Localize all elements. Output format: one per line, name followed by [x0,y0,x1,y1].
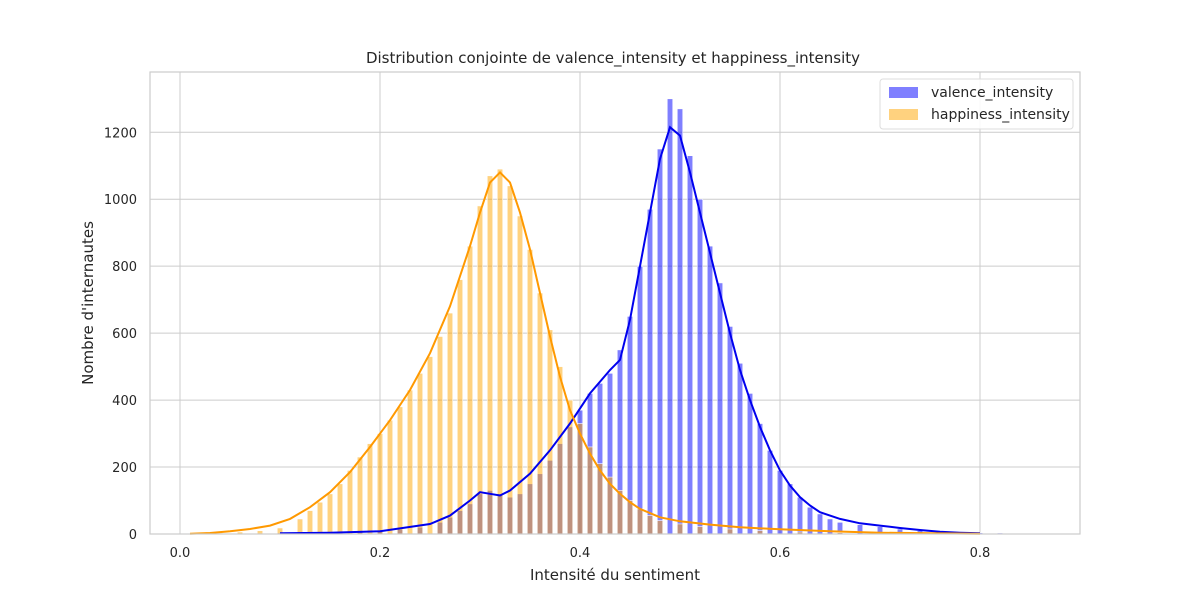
y-tick-label: 400 [112,394,137,409]
histogram-bar [736,362,744,535]
x-tick-label: 0.4 [570,546,591,561]
histogram-bar [396,406,404,535]
plot-area: 0.0 0.2 0.4 0.6 0.8 0 200 400 600 800 1000 1200 [104,71,1081,561]
legend-label-happiness_intensity: happiness_intensity [931,107,1070,123]
histogram-bar [506,185,514,535]
histogram-bar [516,215,524,535]
x-axis-label: Intensité du sentiment [530,566,700,584]
histogram-bar [306,510,314,535]
histogram-bar [416,373,424,535]
histogram-bar [796,496,804,535]
histogram-bar [676,108,684,535]
histogram-bar [716,282,724,535]
histogram-bar [696,198,704,535]
histogram-bar [636,265,644,535]
histogram-bar [586,446,594,535]
histogram-bar [376,433,384,535]
histogram-bar [326,493,334,535]
histogram-bar [776,470,784,535]
histogram-bar [466,245,474,535]
histogram-bar [496,168,504,535]
histogram-bar [546,329,554,535]
histogram-bar [656,148,664,535]
histogram-bar [456,279,464,535]
y-tick-label: 1200 [104,126,137,141]
histogram-bar [366,443,374,535]
y-tick-label: 800 [112,260,137,275]
histogram-bar [356,456,364,535]
histogram-bar [676,523,684,535]
histogram-bar [726,326,734,535]
legend-swatch-happiness_intensity [889,109,918,120]
histogram-bar [746,393,754,535]
plot-frame [149,71,1081,535]
histogram-bar [636,508,644,535]
histogram-bar [576,423,584,535]
histogram-bar [426,356,434,535]
legend-label-valence_intensity: valence_intensity [931,85,1053,101]
histogram-bar [616,490,624,535]
histogram-bar [766,450,774,535]
y-axis-label: Nombre d'internautes [79,221,97,385]
y-tick-label: 0 [129,528,137,543]
histogram-bar [446,312,454,535]
histogram-bar [536,292,544,535]
y-tick-label: 200 [112,461,137,476]
histogram-bar [726,528,734,535]
histogram-bar [646,515,654,535]
kde-line-valence_intensity [279,125,981,535]
histogram-bar [436,336,444,535]
histogram-bar [706,245,714,535]
histogram-bar [666,98,674,535]
histogram-bar [786,483,794,535]
histogram-bar [476,205,484,535]
legend-box [879,78,1074,130]
histogram-bar [756,423,764,535]
legend: valence_intensity happiness_intensity [879,78,1074,130]
histogram-bar [486,175,494,535]
histogram-bar [406,389,414,535]
y-tick-label: 1000 [104,193,137,208]
histogram-bar [646,208,654,535]
histogram-bar [656,520,664,535]
histogram-bar [696,526,704,535]
y-tick-label: 600 [112,327,137,342]
histogram-bar [626,500,634,535]
x-tick-label: 0.2 [370,546,391,561]
histogram-bar [296,518,304,535]
histogram-bar [316,501,324,535]
legend-swatch-valence_intensity [889,87,918,98]
chart-title: Distribution conjointe de valence_intens… [366,49,860,68]
x-tick-label: 0.0 [170,546,191,561]
histogram-bar [526,249,534,535]
kde-line-happiness_intensity [189,170,981,535]
histogram-bar [336,483,344,535]
x-tick-label: 0.8 [970,546,991,561]
x-tick-label: 0.6 [770,546,791,561]
histogram-bar [556,366,564,535]
histogram-bar [386,419,394,535]
histogram-bar [686,155,694,535]
histogram-bar [346,470,354,535]
